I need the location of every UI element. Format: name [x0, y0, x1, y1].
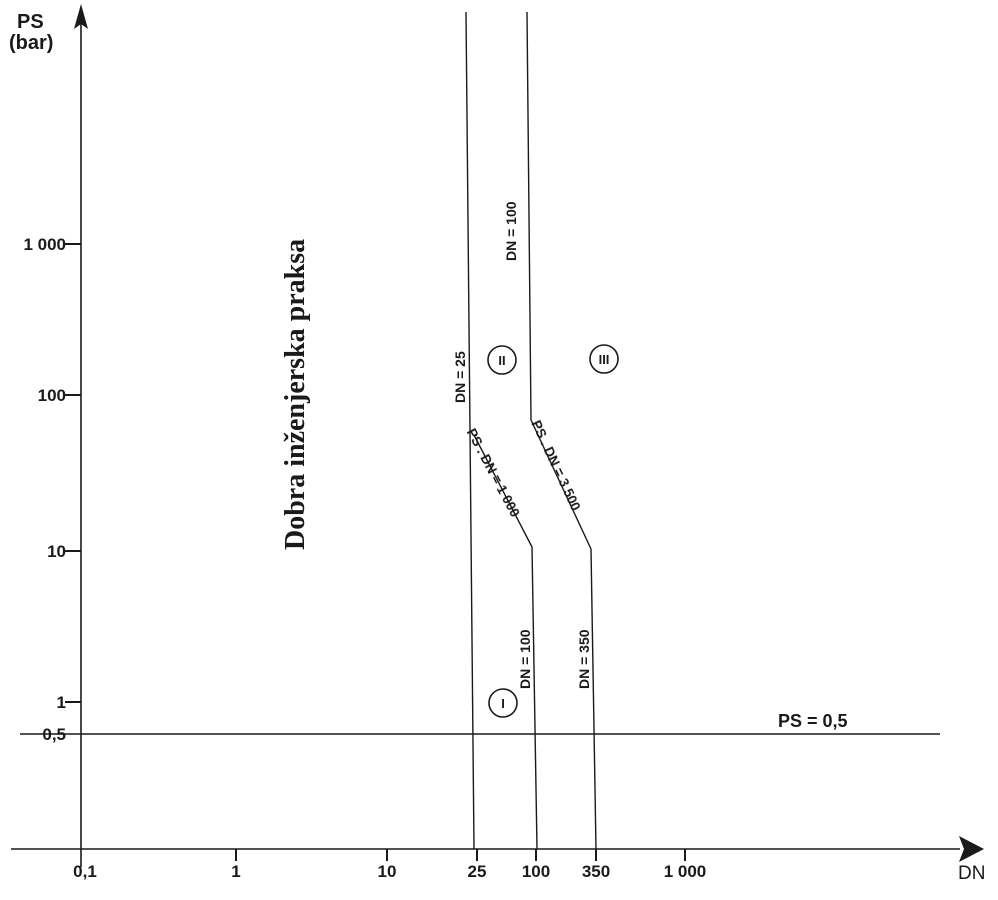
svg-text:0,5: 0,5 — [42, 725, 66, 744]
svg-text:I: I — [501, 696, 505, 711]
svg-text:100: 100 — [522, 862, 550, 881]
svg-text:III: III — [599, 352, 610, 367]
svg-text:II: II — [498, 353, 505, 368]
svg-text:PS: PS — [17, 11, 44, 33]
svg-text:1: 1 — [231, 862, 240, 881]
svg-text:1: 1 — [57, 693, 66, 712]
svg-text:100: 100 — [38, 386, 66, 405]
svg-text:DN: DN — [958, 863, 985, 884]
svg-text:25: 25 — [468, 862, 487, 881]
svg-text:(bar): (bar) — [9, 32, 53, 54]
svg-text:10: 10 — [47, 542, 66, 561]
svg-text:1 000: 1 000 — [664, 862, 707, 881]
svg-text:PS = 0,5: PS = 0,5 — [778, 711, 848, 731]
svg-text:350: 350 — [582, 862, 610, 881]
svg-text:0,1: 0,1 — [73, 862, 97, 881]
svg-text:1 000: 1 000 — [23, 235, 66, 254]
svg-text:10: 10 — [378, 862, 397, 881]
